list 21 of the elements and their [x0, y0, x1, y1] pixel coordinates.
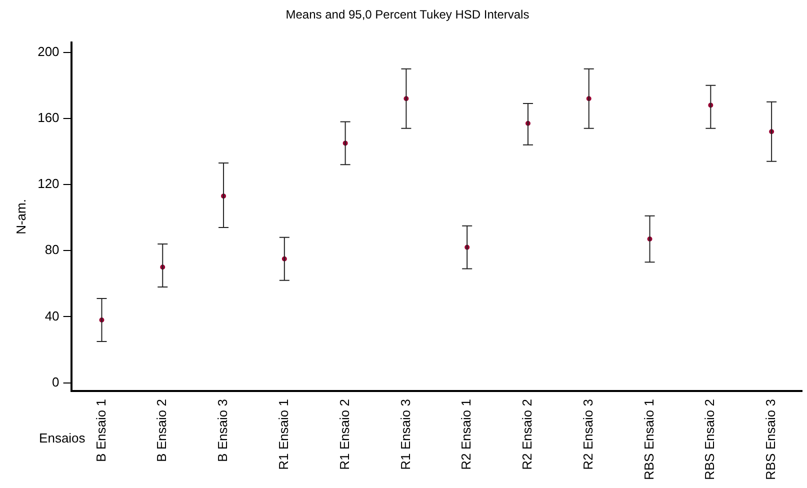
x-tick-label: R1 Ensaio 1 [276, 399, 291, 470]
x-tick-label: R1 Ensaio 3 [398, 399, 413, 470]
y-tick-label: 80 [44, 242, 60, 258]
chart-title: Means and 95,0 Percent Tukey HSD Intervals [286, 8, 530, 22]
x-tick-label: R1 Ensaio 2 [336, 399, 352, 470]
x-tick-label: B Ensaio 2 [154, 399, 170, 462]
x-axis-title: Ensaios [39, 430, 86, 446]
x-tick-label: RBS Ensaio 2 [702, 399, 718, 480]
y-axis-title: N-am. [13, 199, 28, 234]
x-tick-label: RBS Ensaio 1 [641, 399, 656, 480]
y-tick-label: 160 [38, 110, 60, 125]
y-tick-label: 120 [38, 176, 60, 192]
x-tick-label: B Ensaio 1 [93, 399, 108, 462]
y-tick-label: 40 [44, 308, 60, 324]
y-tick-label: 200 [38, 44, 60, 59]
x-tick-label: R2 Ensaio 1 [458, 399, 474, 470]
x-tick-label: RBS Ensaio 3 [763, 399, 778, 480]
x-tick-label: R2 Ensaio 3 [580, 399, 596, 470]
x-tick-label: B Ensaio 3 [215, 399, 230, 462]
x-tick-label: R2 Ensaio 2 [520, 399, 535, 470]
y-tick-label: 0 [52, 374, 60, 390]
